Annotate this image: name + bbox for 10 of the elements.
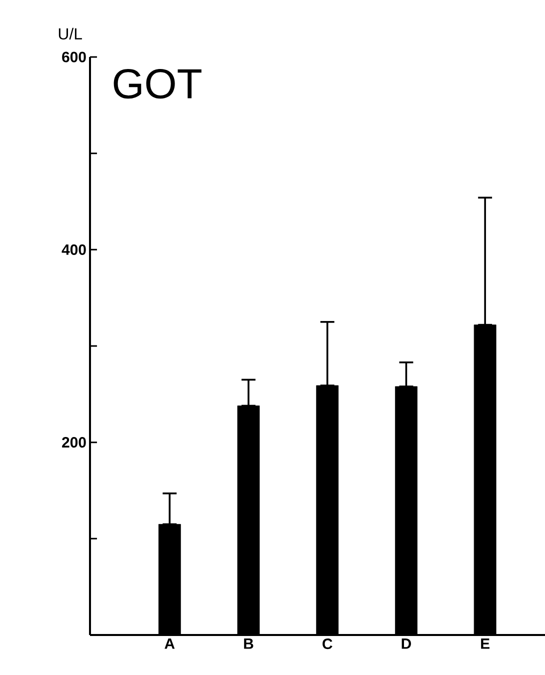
chart-title: GOT xyxy=(114,68,202,99)
x-tick-label: B xyxy=(244,638,254,649)
x-tick-label: D xyxy=(402,638,411,649)
y-axis-title: U/L xyxy=(58,28,82,40)
x-tick-label: A xyxy=(164,638,175,649)
x-tick-label: E xyxy=(481,638,490,649)
y-tick-label: 600 xyxy=(62,52,86,62)
y-tick-label: 400 xyxy=(62,244,86,255)
x-tick-label: C xyxy=(322,638,332,650)
y-tick-label: 200 xyxy=(62,437,86,448)
